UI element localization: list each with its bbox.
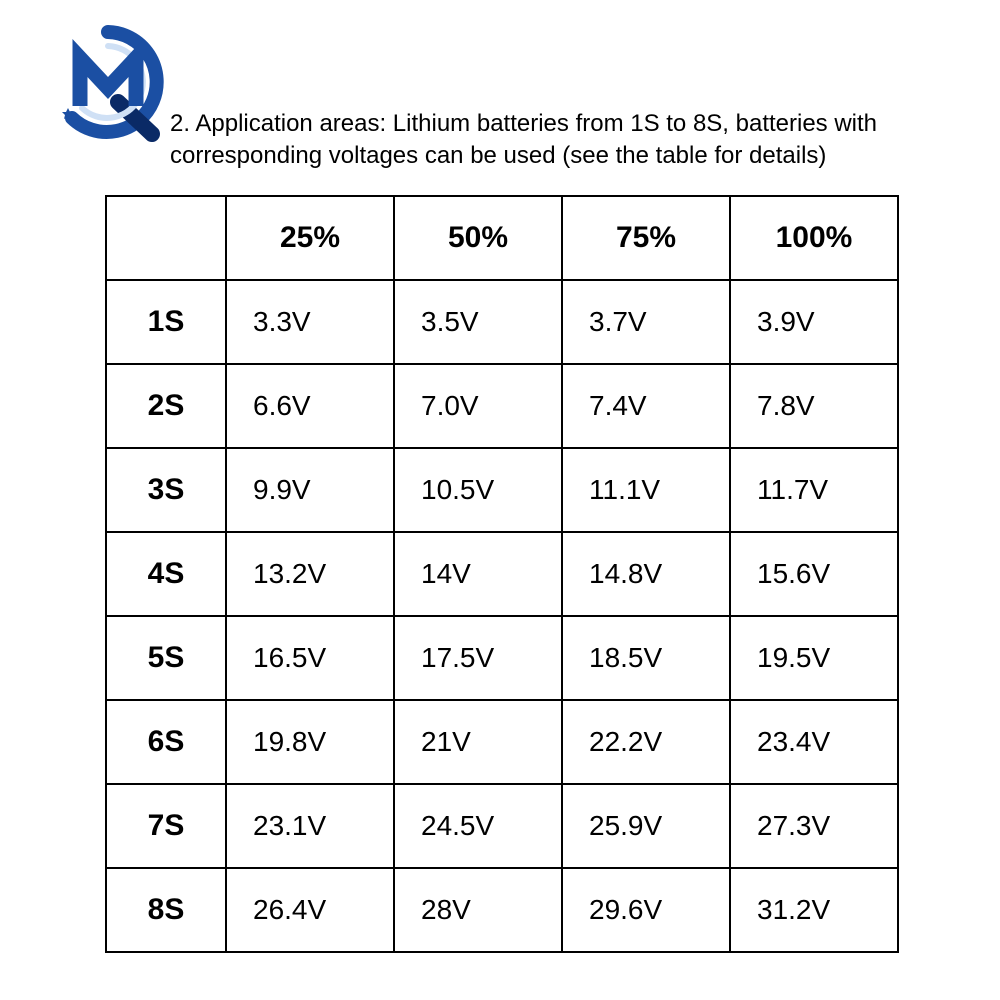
table-row: 6S 19.8V 21V 22.2V 23.4V <box>106 700 898 784</box>
row-header: 3S <box>106 448 226 532</box>
cell: 3.3V <box>226 280 394 364</box>
voltage-table-container: 25% 50% 75% 100% 1S 3.3V 3.5V 3.7V 3.9V … <box>105 195 895 953</box>
table-row: 4S 13.2V 14V 14.8V 15.6V <box>106 532 898 616</box>
row-header: 5S <box>106 616 226 700</box>
col-header: 100% <box>730 196 898 280</box>
col-header: 75% <box>562 196 730 280</box>
cell: 10.5V <box>394 448 562 532</box>
cell: 3.9V <box>730 280 898 364</box>
table-row: 2S 6.6V 7.0V 7.4V 7.8V <box>106 364 898 448</box>
table-row: 5S 16.5V 17.5V 18.5V 19.5V <box>106 616 898 700</box>
table-row: 3S 9.9V 10.5V 11.1V 11.7V <box>106 448 898 532</box>
brand-logo <box>48 22 168 142</box>
row-header: 4S <box>106 532 226 616</box>
cell: 24.5V <box>394 784 562 868</box>
page: 2. Application areas: Lithium batteries … <box>0 0 1000 1000</box>
cell: 23.4V <box>730 700 898 784</box>
cell: 13.2V <box>226 532 394 616</box>
cell: 21V <box>394 700 562 784</box>
table-header-row: 25% 50% 75% 100% <box>106 196 898 280</box>
table-row: 7S 23.1V 24.5V 25.9V 27.3V <box>106 784 898 868</box>
cell: 25.9V <box>562 784 730 868</box>
col-header: 50% <box>394 196 562 280</box>
cell: 26.4V <box>226 868 394 952</box>
cell: 15.6V <box>730 532 898 616</box>
cell: 31.2V <box>730 868 898 952</box>
cell: 9.9V <box>226 448 394 532</box>
col-header: 25% <box>226 196 394 280</box>
cell: 7.0V <box>394 364 562 448</box>
row-header: 7S <box>106 784 226 868</box>
cell: 27.3V <box>730 784 898 868</box>
cell: 19.5V <box>730 616 898 700</box>
table-row: 8S 26.4V 28V 29.6V 31.2V <box>106 868 898 952</box>
cell: 22.2V <box>562 700 730 784</box>
row-header: 6S <box>106 700 226 784</box>
cell: 7.4V <box>562 364 730 448</box>
cell: 11.7V <box>730 448 898 532</box>
cell: 17.5V <box>394 616 562 700</box>
row-header: 2S <box>106 364 226 448</box>
cell: 6.6V <box>226 364 394 448</box>
cell: 16.5V <box>226 616 394 700</box>
cell: 7.8V <box>730 364 898 448</box>
voltage-table: 25% 50% 75% 100% 1S 3.3V 3.5V 3.7V 3.9V … <box>105 195 899 953</box>
intro-text: 2. Application areas: Lithium batteries … <box>170 108 920 173</box>
table-corner-cell <box>106 196 226 280</box>
cell: 23.1V <box>226 784 394 868</box>
cell: 3.7V <box>562 280 730 364</box>
table-row: 1S 3.3V 3.5V 3.7V 3.9V <box>106 280 898 364</box>
cell: 3.5V <box>394 280 562 364</box>
cell: 19.8V <box>226 700 394 784</box>
cell: 11.1V <box>562 448 730 532</box>
row-header: 8S <box>106 868 226 952</box>
cell: 18.5V <box>562 616 730 700</box>
cell: 28V <box>394 868 562 952</box>
cell: 29.6V <box>562 868 730 952</box>
row-header: 1S <box>106 280 226 364</box>
cell: 14.8V <box>562 532 730 616</box>
cell: 14V <box>394 532 562 616</box>
